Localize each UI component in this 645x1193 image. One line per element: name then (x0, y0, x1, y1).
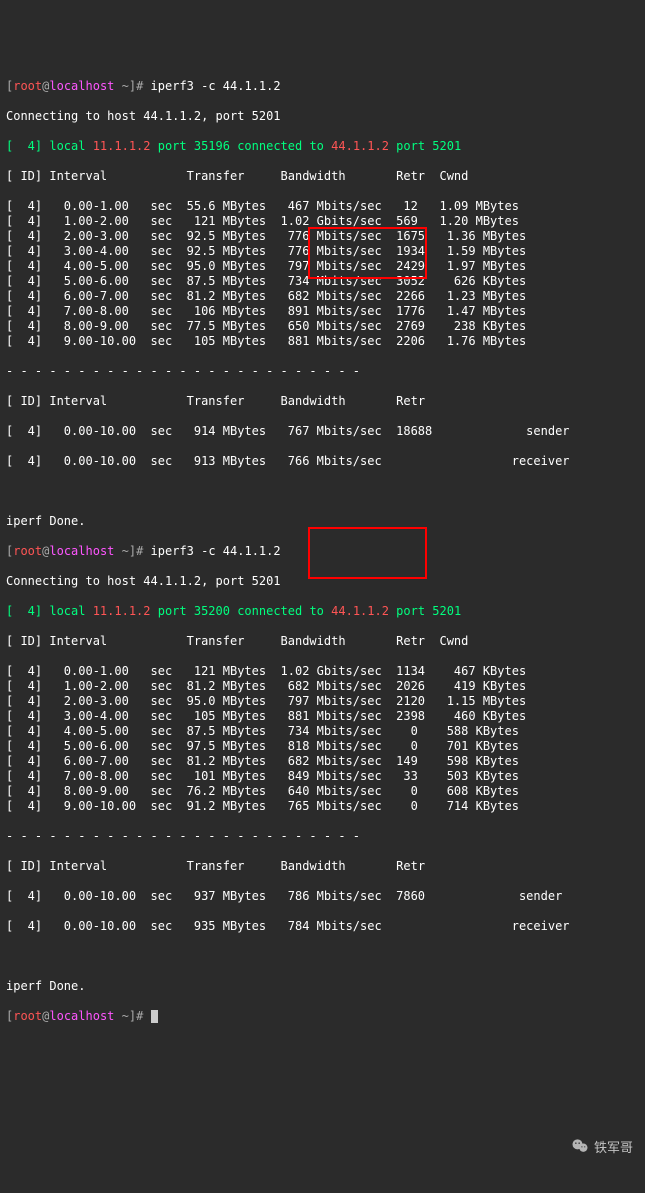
prompt-user: root (13, 1009, 42, 1023)
prompt-host: localhost (49, 544, 114, 558)
local-line: [ 4] local 11.1.1.2 port 35200 connected… (6, 604, 639, 619)
space (143, 544, 150, 558)
table-row: [ 4] 6.00-7.00 sec 81.2 MBytes 682 Mbits… (6, 754, 639, 769)
terminal-output: [root@localhost ~]# iperf3 -c 44.1.1.2 C… (6, 64, 639, 1039)
summary-sender: [ 4] 0.00-10.00 sec 937 MBytes 786 Mbits… (6, 889, 639, 904)
sum1-post: 18688 sender (382, 424, 570, 438)
prompt-line: [root@localhost ~]# iperf3 -c 44.1.1.2 (6, 79, 639, 94)
sum1-post: 7860 sender (382, 889, 563, 903)
sum2-pre: [ 4] 0.00-10.00 sec 913 MBytes (6, 454, 288, 468)
watermark: 铁军哥 (539, 1121, 633, 1175)
cursor-icon (151, 1010, 158, 1023)
sum-hdr-post: Retr (346, 859, 425, 873)
command-text: iperf3 -c 44.1.1.2 (151, 544, 281, 558)
sum2-post: receiver (382, 454, 570, 468)
sum-hdr-post: Retr (346, 394, 425, 408)
local-port: port 35196 (151, 139, 238, 153)
done-line: iperf Done. (6, 514, 639, 529)
sum2-pre: [ 4] 0.00-10.00 sec 935 MBytes (6, 919, 288, 933)
watermark-text: 铁军哥 (594, 1141, 633, 1156)
table-row: [ 4] 2.00-3.00 sec 92.5 MBytes 776 Mbits… (6, 229, 639, 244)
sum2-post: receiver (382, 919, 570, 933)
remote-port: port 5201 (389, 604, 461, 618)
prompt-host: localhost (49, 1009, 114, 1023)
done-line: iperf Done. (6, 979, 639, 994)
remote-port: port 5201 (389, 139, 461, 153)
table-row: [ 4] 1.00-2.00 sec 81.2 MBytes 682 Mbits… (6, 679, 639, 694)
local-prefix: [ 4] local (6, 604, 93, 618)
prompt-line: [root@localhost ~]# iperf3 -c 44.1.1.2 (6, 544, 639, 559)
table-row: [ 4] 4.00-5.00 sec 95.0 MBytes 797 Mbits… (6, 259, 639, 274)
prompt-path: ~ (114, 544, 128, 558)
sum-hdr-bw: Bandwidth (281, 394, 346, 408)
bracket-close: ]# (129, 79, 143, 93)
table-row: [ 4] 0.00-1.00 sec 55.6 MBytes 467 Mbits… (6, 199, 639, 214)
remote-ip: 44.1.1.2 (331, 139, 389, 153)
prompt-host: localhost (49, 79, 114, 93)
sum2-bw: 766 Mbits/sec (288, 454, 382, 468)
command-text: iperf3 -c 44.1.1.2 (151, 79, 281, 93)
table-row: [ 4] 9.00-10.00 sec 91.2 MBytes 765 Mbit… (6, 799, 639, 814)
prompt-path: ~ (114, 79, 128, 93)
connected-word: connected (237, 139, 302, 153)
sum1-bw: 767 Mbits/sec (288, 424, 382, 438)
prompt-line-idle[interactable]: [root@localhost ~]# (6, 1009, 639, 1024)
table-row: [ 4] 7.00-8.00 sec 106 MBytes 891 Mbits/… (6, 304, 639, 319)
table-header: [ ID] Interval Transfer Bandwidth Retr C… (6, 169, 639, 184)
table-row: [ 4] 1.00-2.00 sec 121 MBytes 1.02 Gbits… (6, 214, 639, 229)
local-line: [ 4] local 11.1.1.2 port 35196 connected… (6, 139, 639, 154)
table-row: [ 4] 5.00-6.00 sec 97.5 MBytes 818 Mbits… (6, 739, 639, 754)
sum1-pre: [ 4] 0.00-10.00 sec 914 MBytes (6, 424, 288, 438)
local-ip: 11.1.1.2 (93, 604, 151, 618)
sum2-bw: 784 Mbits/sec (288, 919, 382, 933)
prompt-path: ~ (114, 1009, 128, 1023)
table-row: [ 4] 5.00-6.00 sec 87.5 MBytes 734 Mbits… (6, 274, 639, 289)
space (143, 79, 150, 93)
table-row: [ 4] 0.00-1.00 sec 121 MBytes 1.02 Gbits… (6, 664, 639, 679)
sum-hdr-bw: Bandwidth (281, 859, 346, 873)
summary-header: [ ID] Interval Transfer Bandwidth Retr (6, 859, 639, 874)
local-port: port 35200 (151, 604, 238, 618)
dashes: - - - - - - - - - - - - - - - - - - - - … (6, 829, 639, 844)
table-row: [ 4] 4.00-5.00 sec 87.5 MBytes 734 Mbits… (6, 724, 639, 739)
space (143, 1009, 150, 1023)
sum1-bw: 786 Mbits/sec (288, 889, 382, 903)
prompt-at: @ (42, 1009, 49, 1023)
table-row: [ 4] 6.00-7.00 sec 81.2 MBytes 682 Mbits… (6, 289, 639, 304)
table-row: [ 4] 9.00-10.00 sec 105 MBytes 881 Mbits… (6, 334, 639, 349)
local-prefix: [ 4] local (6, 139, 93, 153)
table-header: [ ID] Interval Transfer Bandwidth Retr C… (6, 634, 639, 649)
remote-ip: 44.1.1.2 (331, 604, 389, 618)
to-word: to (302, 604, 331, 618)
connect-line: Connecting to host 44.1.1.2, port 5201 (6, 574, 639, 589)
sum-hdr-pre: [ ID] Interval Transfer (6, 394, 281, 408)
local-ip: 11.1.1.2 (93, 139, 151, 153)
summary-header: [ ID] Interval Transfer Bandwidth Retr (6, 394, 639, 409)
summary-receiver: [ 4] 0.00-10.00 sec 935 MBytes 784 Mbits… (6, 919, 639, 934)
bracket-close: ]# (129, 544, 143, 558)
bracket-close: ]# (129, 1009, 143, 1023)
table-row: [ 4] 7.00-8.00 sec 101 MBytes 849 Mbits/… (6, 769, 639, 784)
connected-word: connected (237, 604, 302, 618)
summary-sender: [ 4] 0.00-10.00 sec 914 MBytes 767 Mbits… (6, 424, 639, 439)
blank-line (6, 949, 639, 964)
bracket-open: [ (6, 1009, 13, 1023)
table-row: [ 4] 2.00-3.00 sec 95.0 MBytes 797 Mbits… (6, 694, 639, 709)
dashes: - - - - - - - - - - - - - - - - - - - - … (6, 364, 639, 379)
table-row: [ 4] 3.00-4.00 sec 92.5 MBytes 776 Mbits… (6, 244, 639, 259)
prompt-user: root (13, 544, 42, 558)
sum-hdr-pre: [ ID] Interval Transfer (6, 859, 281, 873)
table-row: [ 4] 8.00-9.00 sec 77.5 MBytes 650 Mbits… (6, 319, 639, 334)
blank-line (6, 484, 639, 499)
wechat-icon (539, 1121, 590, 1175)
sum1-pre: [ 4] 0.00-10.00 sec 937 MBytes (6, 889, 288, 903)
to-word: to (302, 139, 331, 153)
connect-line: Connecting to host 44.1.1.2, port 5201 (6, 109, 639, 124)
prompt-user: root (13, 79, 42, 93)
summary-receiver: [ 4] 0.00-10.00 sec 913 MBytes 766 Mbits… (6, 454, 639, 469)
table-row: [ 4] 3.00-4.00 sec 105 MBytes 881 Mbits/… (6, 709, 639, 724)
table-row: [ 4] 8.00-9.00 sec 76.2 MBytes 640 Mbits… (6, 784, 639, 799)
